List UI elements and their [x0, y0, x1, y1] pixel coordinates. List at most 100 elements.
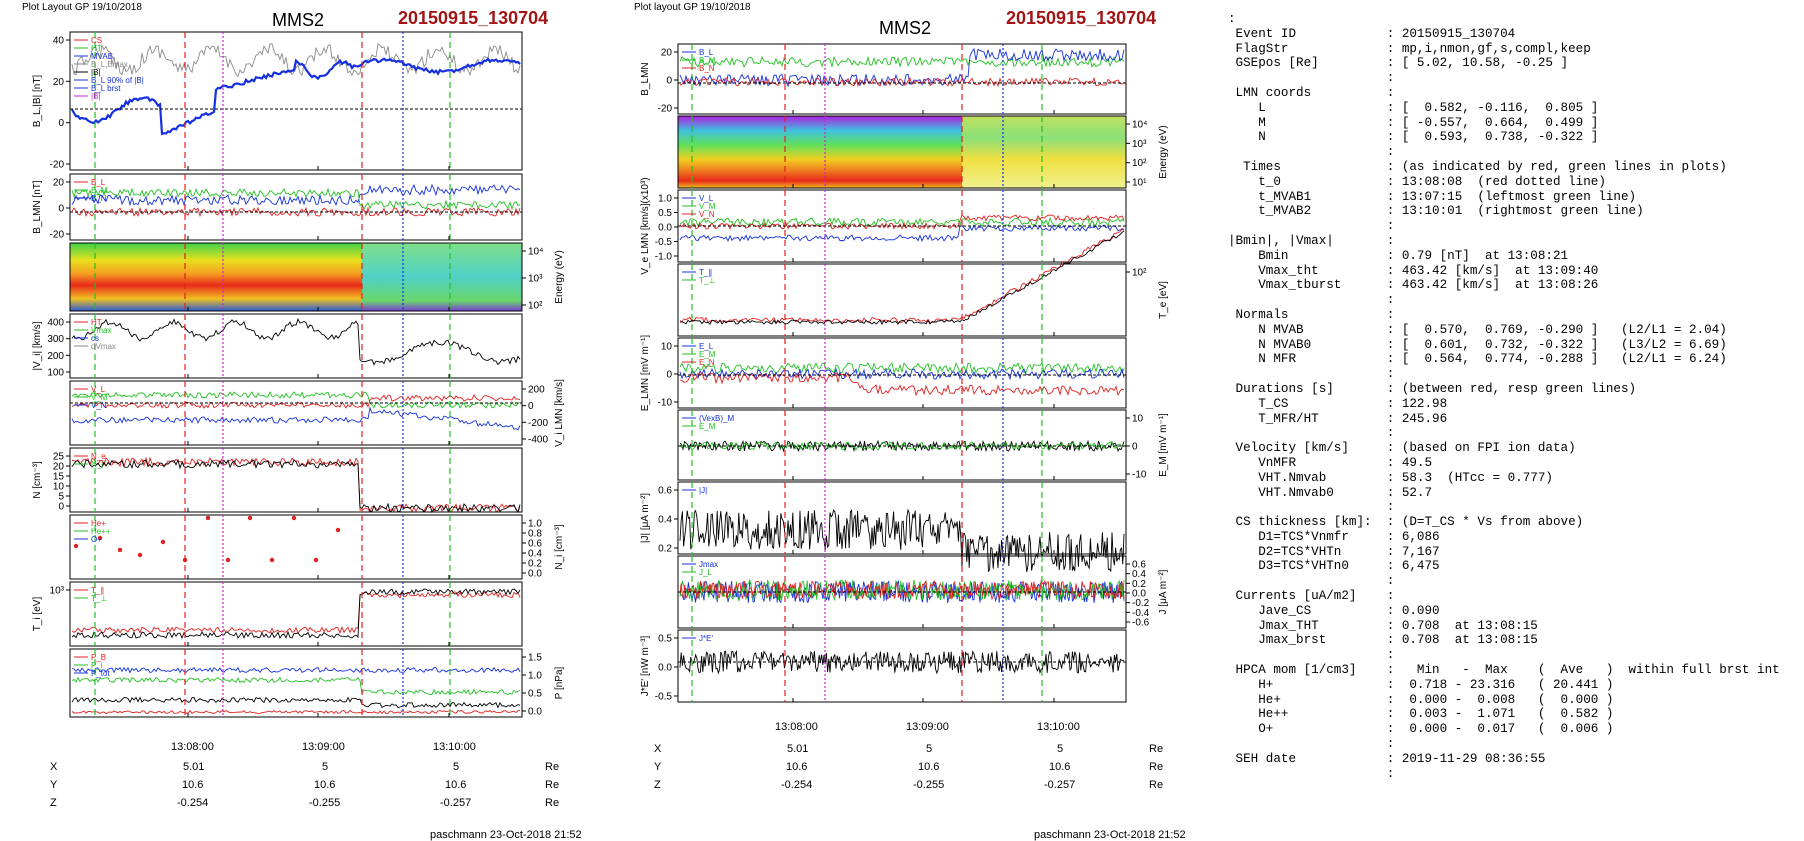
axis-label: P [nPa] [554, 666, 565, 699]
axis-tick-label: 0.2 [658, 544, 672, 555]
info-row: N MVAB0 : [ 0.601, 0.732, -0.322 ] (L3/L… [1228, 337, 1727, 352]
info-row: Normals : [1228, 307, 1395, 322]
left-pos-x-1: 5.01 [183, 761, 205, 773]
middle-footer: paschmann 23-Oct-2018 21:52 [1034, 829, 1186, 841]
info-row: : [1228, 219, 1395, 234]
panel-2: 20 0 -20 B_LMN [nT] B_LB_MB_N [32, 173, 523, 241]
axis-tick-label: -0.6 [1132, 618, 1150, 629]
series-line [679, 47, 1125, 88]
legend-label: N_i [91, 460, 103, 469]
series-line [71, 588, 521, 640]
axis-label: V_i LMN [km/s] [554, 379, 565, 447]
info-row: t_0 : 13:08:08 (red dotted line) [1228, 174, 1606, 189]
info-row: CS thickness [km]: : (D=T_CS * Vs from a… [1228, 515, 1584, 530]
panel-frame [677, 337, 1127, 409]
panel-2: 10⁴ 10³ 10² 10¹ Energy (eV) [677, 115, 1169, 189]
legend-label: HT [91, 318, 102, 327]
axis-tick-label: 0 [58, 118, 64, 129]
legend-label: (VexB)_M [699, 414, 734, 423]
info-row: SEH date : 2019-11-29 08:36:55 [1228, 751, 1546, 766]
event-info-panel: : Event ID : 20150915_130704 FlagStr : m… [1228, 12, 1798, 802]
axis-label: J [μA m⁻²] [1158, 569, 1169, 614]
axis-tick-label: 1.0 [528, 671, 542, 682]
axis-tick-label: -400 [528, 435, 548, 446]
axis-tick-label: -10 [658, 398, 673, 409]
info-row: N : [ 0.593, 0.738, -0.322 ] [1228, 130, 1599, 145]
middle-pos-y-1: 10.6 [786, 761, 808, 773]
info-row: Bmin : 0.79 [nT] at 13:08:21 [1228, 248, 1569, 263]
axis-label: E_M [mV m⁻¹] [1158, 413, 1169, 477]
legend-label: B_L,Bmax [91, 60, 128, 69]
series-line [71, 390, 521, 409]
info-row: T_CS : 122.98 [1228, 396, 1448, 411]
info-row: |Bmin|, |Vmax| : [1228, 233, 1395, 248]
left-event-title: 20150915_130704 [398, 8, 549, 28]
legend-label: E_N [699, 358, 715, 367]
info-row: : [1228, 737, 1395, 752]
panel-frame [677, 481, 1127, 555]
axis-label: T_i [eV] [32, 597, 43, 632]
series-line [71, 676, 521, 696]
legend-label: P_tot [91, 669, 110, 678]
legend-label: B_L brst [91, 84, 121, 93]
info-row: D3=TCS*VHTn0 : 6,475 [1228, 559, 1440, 574]
series-line [71, 318, 521, 366]
left-pos-label-y: Y [50, 779, 58, 791]
legend-label: E_M [699, 350, 716, 359]
left-pos-y-1: 10.6 [182, 779, 204, 791]
axis-tick-label: 10² [1132, 268, 1147, 279]
legend-label: V_M [91, 393, 108, 402]
legend-label: |B| [91, 92, 101, 101]
middle-pos-z-2: -0.255 [913, 779, 945, 791]
axis-tick-label: -20 [658, 104, 673, 115]
panel-7: 1.00.80.60.40.20.0 N_i [cm⁻³] He+He++O+ [69, 514, 565, 580]
axis-tick-label: 0.0 [658, 663, 672, 674]
panel-8: 10³ T_i [eV] T_∥T_⊥ [32, 581, 523, 647]
middle-pos-y-2: 10.6 [918, 761, 940, 773]
info-row: Currents [uA/m2] : [1228, 589, 1395, 604]
axis-tick-label: 0.8 [528, 529, 542, 540]
series-line [679, 224, 1125, 242]
axis-label: Energy (eV) [1158, 125, 1169, 178]
axis-label: N_i [cm⁻³] [554, 524, 565, 570]
left-pos-z-2: -0.255 [309, 797, 341, 809]
axis-tick-label: 0.2 [1132, 579, 1146, 590]
legend-label: HT [91, 44, 102, 53]
axis-tick-label: 0 [1132, 442, 1138, 453]
info-row: He+ : 0.000 - 0.008 ( 0.000 ) [1228, 692, 1614, 707]
left-pos-unit: Re [545, 779, 560, 791]
info-row: O+ : 0.000 - 0.017 ( 0.006 ) [1228, 722, 1614, 737]
axis-tick-label: 200 [528, 385, 545, 396]
legend-label: E_L [699, 342, 714, 351]
middle-pos-x-2: 5 [926, 743, 933, 755]
data-point [117, 547, 123, 553]
data-point [335, 527, 341, 533]
info-row: t_MVAB1 : 13:07:15 (leftmost green line) [1228, 189, 1637, 204]
legend-label: V_N [91, 401, 107, 410]
legend-label: B_L [91, 178, 106, 187]
legend-label: V_L [91, 385, 106, 394]
legend-label: P_i [91, 661, 103, 670]
series-line [679, 371, 1125, 397]
left-pos-unit: Re [545, 797, 560, 809]
info-row: VHT.Nmvab0 : 52.7 [1228, 485, 1433, 500]
left-pos-z-1: -0.254 [177, 797, 209, 809]
info-row: VHT.Nmvab : 58.3 (HTcc = 0.777) [1228, 470, 1553, 485]
panel-1: 20 0 -20 B_LMN B_LB_MB_N [640, 43, 1127, 115]
legend-label: B_M [91, 186, 108, 195]
series-line [679, 579, 1125, 601]
middle-pos-unit: Re [1149, 743, 1164, 755]
legend-label: P_B [91, 653, 106, 662]
axis-tick-label: 0.4 [658, 515, 672, 526]
series-line [71, 406, 521, 431]
axis-tick-label: 0 [58, 502, 64, 513]
left-pos-label-x: X [50, 761, 58, 773]
info-row: : [1228, 293, 1395, 308]
axis-label: B_LMN [nT] [32, 180, 43, 234]
legend-label: CS [91, 36, 102, 45]
info-row: : [1228, 71, 1395, 86]
data-point [97, 535, 103, 541]
